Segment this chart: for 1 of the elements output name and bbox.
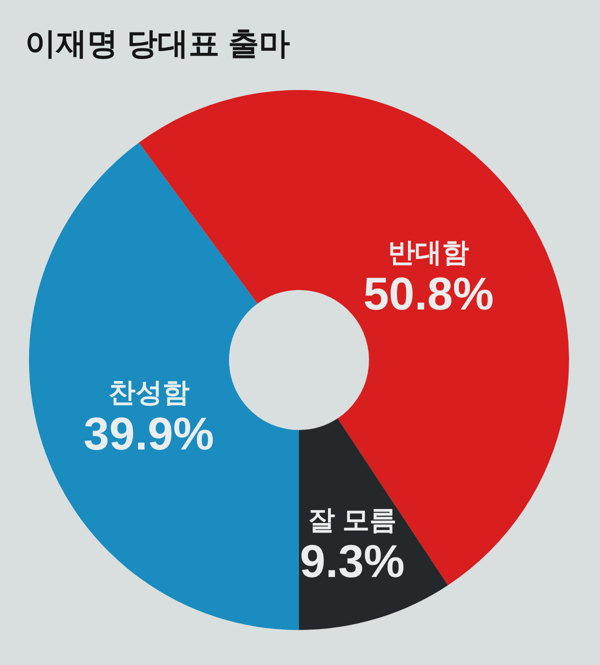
- title: 이재명 당대표 출마: [25, 26, 290, 61]
